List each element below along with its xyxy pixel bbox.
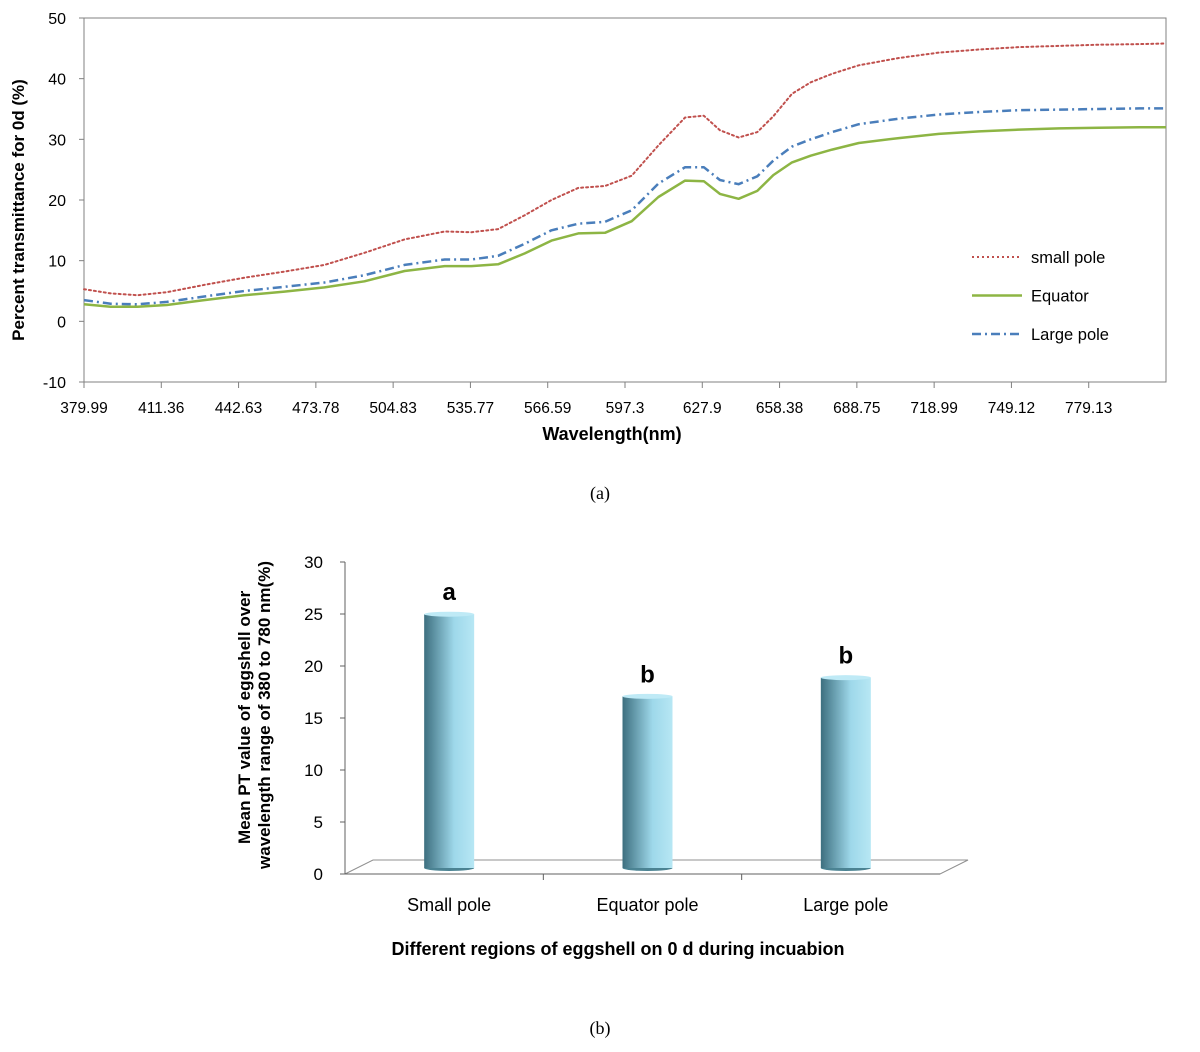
y-tick-label: 0 <box>57 314 66 331</box>
y-tick-label: 30 <box>304 553 323 572</box>
y-tick-label: 5 <box>314 813 323 832</box>
series-line-equator <box>83 125 1166 309</box>
y-tick-label: 20 <box>48 193 66 210</box>
x-tick-label: 535.77 <box>447 400 494 417</box>
figure-caption-b: (b) <box>589 1018 611 1038</box>
y-tick-label: -10 <box>43 375 66 392</box>
line-chart-legend: small pole Equator Large pole <box>972 249 1109 344</box>
legend-label: Equator <box>1031 288 1089 306</box>
line-chart-series <box>83 42 1167 309</box>
significance-label: a <box>442 579 456 606</box>
x-tick-label: Large pole <box>803 895 888 915</box>
x-tick-label: 566.59 <box>524 400 571 417</box>
bar-chart-y-axis-label: Mean PT value of eggshell over wavelengt… <box>235 561 274 870</box>
x-tick-label: 473.78 <box>292 400 339 417</box>
y-tick-label: 20 <box>304 657 323 676</box>
y-tick-label: 50 <box>48 11 66 28</box>
x-tick-label: 411.36 <box>138 400 184 417</box>
bar-top <box>424 611 475 617</box>
x-tick-label: 442.63 <box>215 400 262 417</box>
x-tick-label: 597.3 <box>606 400 645 417</box>
line-chart-y-axis-label: Percent transmittance for 0d (%) <box>9 79 28 341</box>
bar-chart-y-axis-label-line-1: Mean PT value of eggshell over <box>235 590 254 844</box>
bar-chart: 0 5 10 15 20 25 30 a b b Small pole Equator pole L… <box>235 553 969 959</box>
bar-chart-x-ticks: Small pole Equator pole Large pole <box>407 874 888 915</box>
bar-large-pole: b <box>820 643 871 871</box>
y-tick-label: 10 <box>304 761 323 780</box>
bar-chart-x-axis-label: Different regions of eggshell on 0 d dur… <box>391 939 844 959</box>
y-tick-label: 15 <box>304 709 323 728</box>
significance-label: b <box>640 661 655 688</box>
y-tick-label: 10 <box>48 254 66 271</box>
legend-label: small pole <box>1031 249 1105 267</box>
bar-chart-y-ticks: 0 5 10 15 20 25 30 <box>304 553 345 884</box>
bar-small-pole: a <box>424 579 475 871</box>
x-tick-label: 658.38 <box>756 400 803 417</box>
bar-chart-bars: a b b <box>424 579 871 871</box>
x-tick-label: Equator pole <box>596 895 698 915</box>
plot-area-border <box>83 17 1167 383</box>
bar-body <box>424 614 475 868</box>
bar-chart-y-axis-label-line-2: wavelength range of 380 to 780 nm(%) <box>255 561 274 870</box>
series-line-large-pole <box>83 107 1166 306</box>
bar-equator-pole: b <box>622 661 673 871</box>
x-tick-label: 688.75 <box>833 400 880 417</box>
bar-top <box>622 693 673 699</box>
line-chart-x-axis-label: Wavelength(nm) <box>542 424 681 444</box>
figure-caption-a: (a) <box>590 483 610 503</box>
line-chart-y-ticks: -10 0 10 20 30 40 50 <box>43 11 84 392</box>
y-tick-label: 40 <box>48 72 66 89</box>
x-tick-label: Small pole <box>407 895 491 915</box>
y-tick-label: 25 <box>304 605 323 624</box>
y-tick-label: 0 <box>314 865 323 884</box>
legend-label: Large pole <box>1031 326 1109 344</box>
bar-body <box>622 696 673 868</box>
x-tick-label: 627.9 <box>683 400 722 417</box>
line-chart-x-ticks: 379.99 411.36 442.63 473.78 504.83 535.77 566.… <box>60 382 1112 417</box>
x-tick-label: 379.99 <box>60 400 107 417</box>
x-tick-label: 718.99 <box>910 400 957 417</box>
x-tick-label: 779.13 <box>1065 400 1112 417</box>
bar-body <box>820 677 871 868</box>
significance-label: b <box>838 643 853 670</box>
bar-top <box>820 675 871 681</box>
x-tick-label: 749.12 <box>988 400 1035 417</box>
series-line-small-pole <box>83 42 1167 297</box>
y-tick-label: 30 <box>48 132 66 149</box>
line-chart: -10 0 10 20 30 40 50 379.99 411.36 442.63 473.78 5… <box>9 11 1167 444</box>
line-chart-axes <box>83 17 1167 383</box>
x-tick-label: 504.83 <box>369 400 416 417</box>
